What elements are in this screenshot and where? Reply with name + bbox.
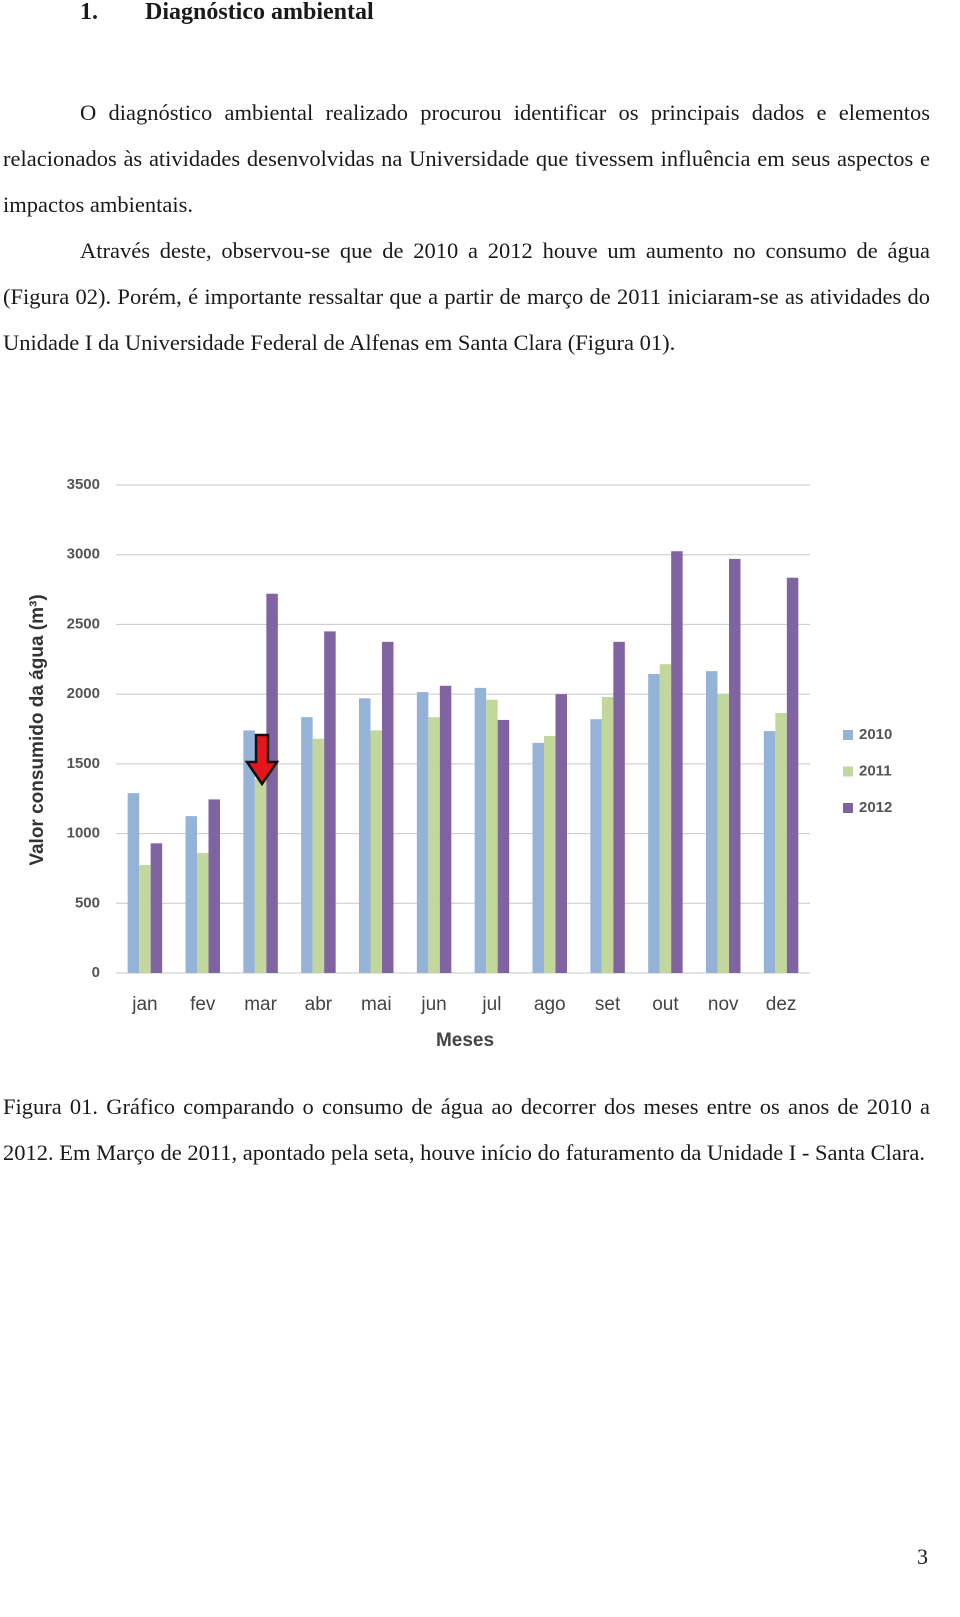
x-tick-label: jan [131,994,157,1015]
chart: Meses Valor consumido da água (m³) 0 500 1… [27,476,892,1051]
y-tick-label: 500 [75,894,100,911]
bar [266,593,278,973]
bar [185,816,197,973]
bar [301,717,313,973]
y-tick-label: 1500 [67,755,100,772]
x-tick-label: ago [534,994,566,1015]
bar [648,673,660,973]
page-number: 3 [917,1544,928,1569]
bar [139,864,151,973]
x-tick-label: mai [361,994,392,1015]
figure-caption: Figura 01. Gráfico comparando o consumo … [3,1094,930,1165]
bar [208,799,220,973]
body-text: O diagnóstico ambiental realizado procur… [3,90,930,366]
y-tick-label: 1000 [67,825,100,842]
bar [717,694,729,973]
y-tick-label: 0 [92,964,100,981]
bar [613,641,625,973]
bar [497,719,510,973]
bar [382,641,394,973]
legend-label: 2011 [859,762,892,779]
section-title: Diagnóstico ambiental [145,0,374,25]
x-tick-label: fev [190,994,216,1015]
bar [312,738,325,973]
y-tick-label: 2000 [67,685,100,702]
x-tick-label: set [595,994,621,1015]
bar [763,731,776,973]
x-tick-label: abr [305,994,333,1015]
paragraph: Através deste, observou-se que de 2010 a… [3,238,930,355]
y-tick-label: 3500 [67,476,100,493]
x-axis-label: Meses [436,1030,494,1051]
legend-swatch [843,730,853,740]
y-tick-label: 3000 [67,546,100,563]
x-tick-label: jun [420,994,446,1015]
bar [416,692,429,973]
bar [486,699,498,973]
bar [428,717,440,973]
bar [590,719,602,973]
x-tick-label: nov [708,994,739,1015]
pointer-arrow [244,733,280,787]
section-number: 1. [80,0,98,25]
legend-swatch [843,803,853,813]
legend-label: 2012 [859,799,892,816]
bar [532,742,544,973]
bar [601,696,614,973]
y-tick-label: 2500 [67,615,100,632]
bar [439,685,452,973]
x-tick-label: jul [481,994,501,1015]
bar [370,730,382,973]
x-tick-label: dez [766,994,797,1015]
bar [127,793,140,973]
bar [324,631,336,973]
bar [254,779,267,973]
legend-swatch [843,766,853,777]
bar [659,664,672,973]
section-heading: 1. Diagnóstico ambiental [80,0,374,28]
bar [775,712,787,973]
bar [359,698,371,973]
bar [474,687,487,973]
bar [786,577,799,973]
bar [555,694,567,973]
paragraph: O diagnóstico ambiental realizado procur… [3,100,930,217]
x-tick-label: mar [244,994,277,1015]
bar [729,558,741,973]
bar [671,551,683,973]
bar [706,671,718,973]
legend-label: 2010 [859,726,892,743]
bar [150,843,163,973]
bar [243,730,255,973]
bar [544,735,556,973]
y-axis-label: Valor consumido da água (m³) [27,594,48,865]
x-tick-label: out [652,994,679,1015]
bar [197,853,209,973]
